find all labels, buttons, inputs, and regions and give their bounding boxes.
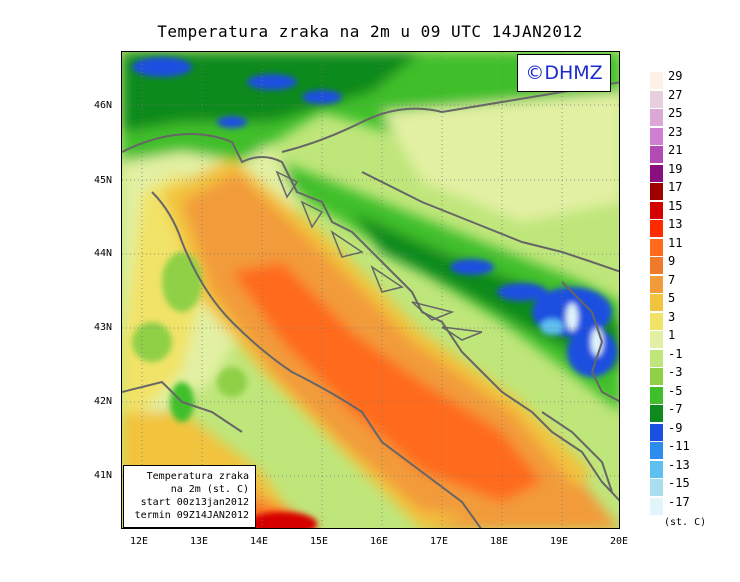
temperature-map [121, 51, 620, 529]
legend-label: -15 [668, 476, 690, 490]
legend-label: -17 [668, 494, 690, 509]
islands [275, 170, 483, 341]
legend-swatch [650, 90, 663, 108]
legend-swatch [650, 275, 663, 293]
legend-swatch [650, 423, 663, 441]
lat-label-42n: 42N [94, 396, 113, 407]
legend-swatch [650, 220, 663, 237]
legend-label: 27 [668, 87, 683, 102]
lon-label-15e: 15E [310, 536, 329, 547]
lat-label-44n: 44N [94, 248, 113, 259]
legend-label: 5 [668, 291, 676, 305]
legend-label: 7 [668, 272, 676, 287]
lon-label-17e: 17E [430, 536, 449, 547]
legend-swatch [650, 257, 663, 274]
legend-swatch [650, 127, 663, 145]
lon-label-18e: 18E [490, 536, 509, 547]
coastlines [122, 81, 619, 528]
lon-label-20e: 20E [610, 536, 629, 547]
legend-swatch [650, 386, 663, 404]
lon-label-13e: 13E [190, 536, 209, 547]
lon-label-16e: 16E [370, 536, 389, 547]
legend-swatch [650, 331, 663, 348]
legend-label: 13 [668, 217, 683, 231]
legend-label: 23 [668, 124, 683, 139]
lon-label-19e: 19E [550, 536, 569, 547]
legend-swatch [650, 146, 663, 163]
legend-swatch [650, 201, 663, 219]
lon-label-14e: 14E [250, 536, 269, 547]
info-box: Temperatura zraka na 2m (st. C) start 00… [123, 465, 256, 528]
legend-label: -11 [668, 439, 690, 453]
lat-label-45n: 45N [94, 175, 113, 186]
legend-label: 19 [668, 161, 683, 176]
legend-label: -13 [668, 457, 690, 472]
legend-label: 15 [668, 198, 683, 213]
legend-swatch [650, 349, 663, 367]
temperature-field [122, 52, 619, 528]
legend-swatch [650, 164, 663, 182]
legend-label: 29 [668, 69, 683, 83]
legend-label: 21 [668, 143, 683, 157]
legend-swatch [650, 109, 663, 126]
legend-swatch [650, 497, 663, 515]
legend-label: 17 [668, 180, 683, 194]
dhmz-logo: ©DHMZ [517, 54, 611, 92]
legend-swatch [650, 72, 663, 89]
legend-label: -7 [668, 402, 683, 416]
legend-swatch [650, 238, 663, 256]
map-title: Temperatura zraka na 2m u 09 UTC 14JAN20… [157, 22, 583, 41]
legend-label: 25 [668, 106, 683, 120]
info-line-3: start 00z13jan2012 [140, 497, 249, 508]
legend-unit: (st. C) [664, 517, 707, 528]
lat-label-43n: 43N [94, 322, 113, 333]
legend-label: 9 [668, 254, 676, 268]
info-line-1: Temperatura zraka [146, 471, 249, 482]
legend-swatch [650, 368, 663, 385]
legend-swatch [650, 312, 663, 330]
legend-swatch [650, 405, 663, 422]
legend-label: -9 [668, 420, 683, 435]
lon-label-12e: 12E [130, 536, 149, 547]
legend-label: -1 [668, 346, 683, 361]
legend-label: 3 [668, 309, 676, 324]
legend-label: -5 [668, 383, 683, 398]
legend-label: 11 [668, 235, 683, 250]
lat-label-46n: 46N [94, 100, 113, 111]
legend-swatch [650, 183, 663, 200]
legend-swatch [650, 479, 663, 496]
legend-swatch [650, 460, 663, 478]
info-line-4: termin 09Z14JAN2012 [134, 510, 249, 521]
legend-label: 1 [668, 328, 676, 342]
legend-label: -3 [668, 365, 683, 379]
legend-swatch [650, 294, 663, 311]
legend-swatch [650, 442, 663, 459]
lat-label-41n: 41N [94, 470, 113, 481]
info-line-2: na 2m (st. C) [170, 484, 249, 495]
